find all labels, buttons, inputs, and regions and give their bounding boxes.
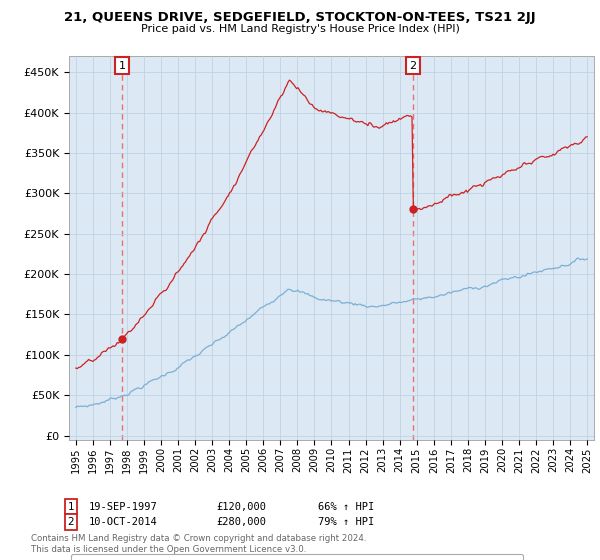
Text: £120,000: £120,000: [216, 502, 266, 512]
Text: Contains HM Land Registry data © Crown copyright and database right 2024.: Contains HM Land Registry data © Crown c…: [31, 534, 367, 543]
Text: 2: 2: [67, 517, 74, 527]
Text: £280,000: £280,000: [216, 517, 266, 527]
Legend: 21, QUEENS DRIVE, SEDGEFIELD, STOCKTON-ON-TEES, TS21 2JJ (detached house), HPI: : 21, QUEENS DRIVE, SEDGEFIELD, STOCKTON-O…: [71, 554, 523, 560]
Text: 66% ↑ HPI: 66% ↑ HPI: [318, 502, 374, 512]
Text: 2: 2: [409, 60, 416, 71]
Text: 1: 1: [119, 60, 125, 71]
Text: 19-SEP-1997: 19-SEP-1997: [89, 502, 158, 512]
Text: 21, QUEENS DRIVE, SEDGEFIELD, STOCKTON-ON-TEES, TS21 2JJ: 21, QUEENS DRIVE, SEDGEFIELD, STOCKTON-O…: [64, 11, 536, 24]
Text: Price paid vs. HM Land Registry's House Price Index (HPI): Price paid vs. HM Land Registry's House …: [140, 24, 460, 34]
Text: 10-OCT-2014: 10-OCT-2014: [89, 517, 158, 527]
Text: 79% ↑ HPI: 79% ↑ HPI: [318, 517, 374, 527]
Text: 1: 1: [67, 502, 74, 512]
Text: This data is licensed under the Open Government Licence v3.0.: This data is licensed under the Open Gov…: [31, 545, 307, 554]
